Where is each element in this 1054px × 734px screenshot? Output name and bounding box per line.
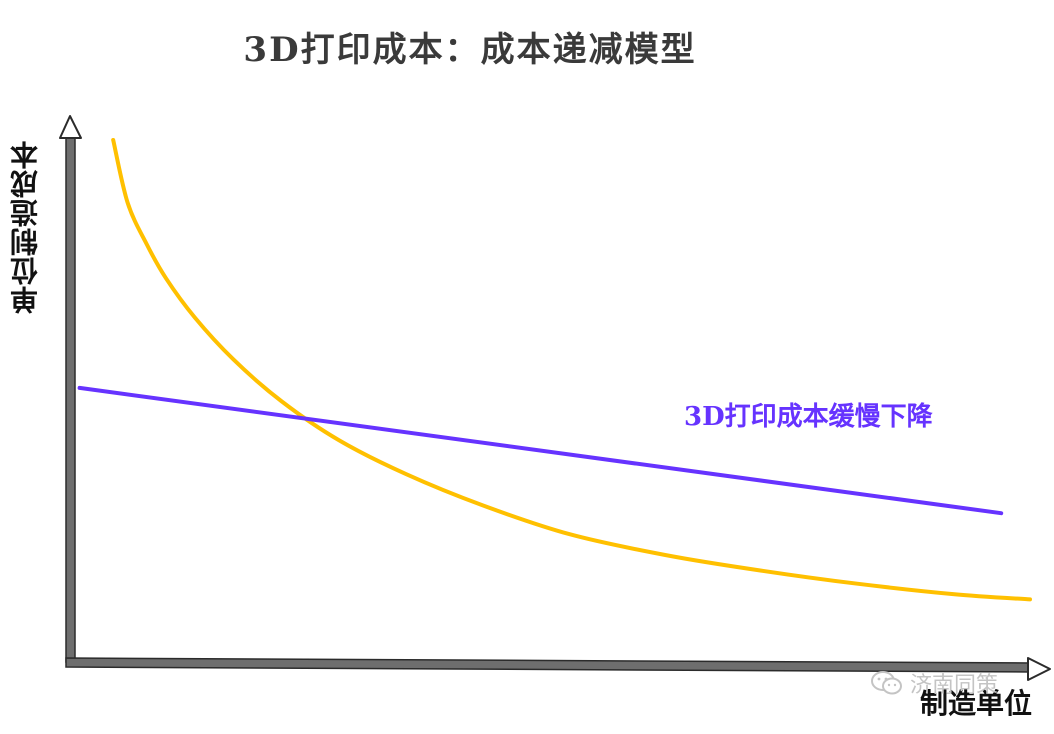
purple-cost-line (77, 385, 1004, 516)
y-axis (59, 115, 82, 663)
x-axis (65, 657, 1051, 681)
series-layer (77, 138, 1032, 602)
chart-title: 3D打印成本：成本递减模型 (243, 30, 697, 70)
watermark: 济南同策 (870, 667, 998, 699)
yellow-cost-line (111, 138, 1032, 602)
x-axis-label: 制造单位 (919, 687, 1032, 720)
watermark-text: 济南同策 (910, 673, 999, 698)
y-axis-label: 单位制造成本 (9, 140, 42, 314)
wechat-icon (871, 671, 902, 695)
purple-line-annotation: 3D打印成本缓慢下降 (684, 402, 933, 432)
